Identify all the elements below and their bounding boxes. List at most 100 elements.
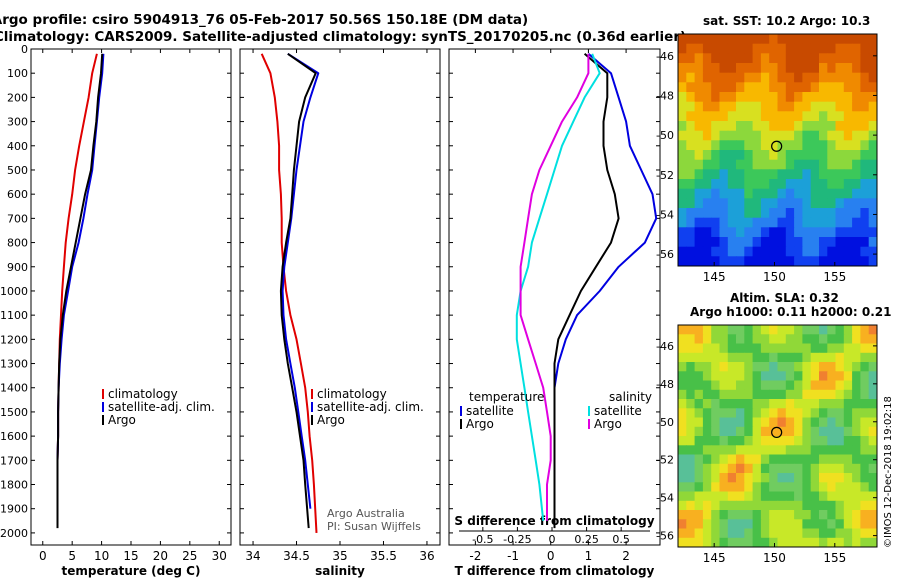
map-cell xyxy=(802,198,812,209)
map-cell xyxy=(769,208,779,219)
map-cell xyxy=(694,371,704,382)
map-cell xyxy=(852,188,861,199)
map-cell xyxy=(686,140,696,151)
map-cell xyxy=(868,482,877,493)
map-cell xyxy=(711,111,721,122)
map-cell xyxy=(752,380,762,391)
profile-panel-2: 34 34.5 35 35.5 36 salinity climatologysatelli… xyxy=(239,48,441,578)
map-cell xyxy=(794,208,803,219)
map-cell xyxy=(702,237,712,248)
map-cell xyxy=(843,34,853,45)
map-cell xyxy=(777,256,787,266)
map-cell xyxy=(702,417,712,428)
map-cell xyxy=(678,510,687,520)
map-cell xyxy=(694,334,704,345)
map-cell xyxy=(694,454,704,465)
map-cell xyxy=(794,101,803,112)
map-cell xyxy=(694,408,704,419)
map-cell xyxy=(769,491,779,502)
s-tick-label: 0.5 xyxy=(612,533,630,546)
s-tick-label: 0 xyxy=(549,533,556,546)
map-cell xyxy=(835,325,845,335)
map-cell xyxy=(678,380,687,391)
map-cell xyxy=(785,140,795,151)
map-cell xyxy=(868,34,877,45)
map-cell xyxy=(719,519,729,530)
map-cell xyxy=(843,43,853,54)
map-cell xyxy=(860,101,870,112)
map-cell xyxy=(843,482,853,493)
map-cell xyxy=(860,362,870,372)
map-cell xyxy=(802,362,812,372)
map-cell xyxy=(843,463,853,474)
map-cell xyxy=(678,188,687,199)
map-cell xyxy=(785,510,795,520)
map-cell xyxy=(777,121,787,132)
map-cell xyxy=(744,140,754,151)
map-cell xyxy=(702,519,712,530)
map-cell xyxy=(868,426,877,437)
map-cell xyxy=(868,454,877,465)
map-cell xyxy=(802,159,812,170)
map-cell xyxy=(810,325,820,335)
map-cell xyxy=(702,362,712,372)
map-cell xyxy=(827,217,837,228)
map-cell xyxy=(686,408,696,419)
map-cell xyxy=(810,43,820,54)
map-cell xyxy=(802,140,812,151)
map-cell xyxy=(802,389,812,400)
map-cell xyxy=(810,159,820,170)
map-cell xyxy=(760,519,770,530)
map-cell xyxy=(727,237,737,248)
map-cell xyxy=(785,399,795,409)
map-cell xyxy=(711,208,721,219)
map-cell xyxy=(868,92,877,103)
map-cell xyxy=(736,510,745,520)
map-cell xyxy=(777,72,787,83)
map-cell xyxy=(727,121,737,132)
map-cell xyxy=(819,130,828,141)
map-cell xyxy=(810,334,820,345)
map-cell xyxy=(760,53,770,64)
x-tick-label: 15 xyxy=(123,549,138,563)
map-cell xyxy=(860,491,870,502)
map-cell xyxy=(694,352,704,363)
map-cell xyxy=(835,130,845,141)
map-cell xyxy=(852,111,861,122)
map-cell xyxy=(794,169,803,180)
map-cell xyxy=(852,227,861,238)
map-cell xyxy=(744,491,754,502)
legend-label: Argo xyxy=(466,417,494,431)
map-cell xyxy=(678,445,687,456)
map-cell xyxy=(835,43,845,54)
map-cell xyxy=(810,198,820,209)
map-cell xyxy=(752,352,762,363)
map-cell xyxy=(694,92,704,103)
map-cell xyxy=(769,256,779,266)
map-cell xyxy=(752,159,762,170)
y-tick-label: 400 xyxy=(7,140,28,153)
map-cell xyxy=(719,426,729,437)
map-cell xyxy=(852,362,861,372)
map-cell xyxy=(785,482,795,493)
map-cell xyxy=(835,454,845,465)
map-cell xyxy=(835,72,845,83)
map-cell xyxy=(694,179,704,190)
map-cell xyxy=(819,417,828,428)
map-cell xyxy=(860,500,870,511)
map-cell xyxy=(785,72,795,83)
map-cell xyxy=(785,445,795,456)
map-cell xyxy=(744,53,754,64)
map-cell xyxy=(819,159,828,170)
map-cell xyxy=(711,528,721,539)
map-cell xyxy=(827,140,837,151)
map-y-tick-label: -56 xyxy=(656,248,674,261)
map-cell xyxy=(686,111,696,122)
map-cell xyxy=(736,53,745,64)
map-cell xyxy=(719,208,729,219)
map-cell xyxy=(794,82,803,93)
s-tick-label: 0.25 xyxy=(574,533,599,546)
map-cell xyxy=(694,491,704,502)
map-cell xyxy=(777,208,787,219)
map-cell xyxy=(819,537,828,547)
